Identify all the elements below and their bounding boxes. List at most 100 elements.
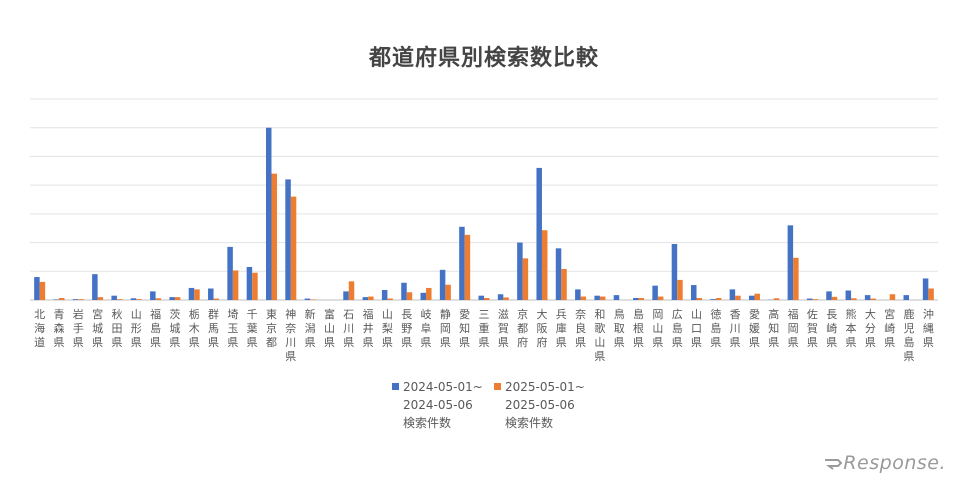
x-tick-label: 新潟県 <box>305 307 316 349</box>
x-tick-label: 東京都 <box>266 308 277 349</box>
bar-2024-3 <box>92 274 98 300</box>
x-tick-label: 鹿児島県 <box>904 307 915 363</box>
bar-2025-44 <box>889 294 896 300</box>
bar-2024-0 <box>34 277 40 300</box>
bar-2025-21 <box>445 284 451 300</box>
x-tick-label: 大阪府 <box>536 307 547 349</box>
bar-2024-2 <box>72 299 79 300</box>
bar-2024-17 <box>362 297 369 300</box>
bar-2024-43 <box>864 295 871 300</box>
x-tick-label: 福島県 <box>150 307 161 349</box>
legend-entry-2024: 2024-05-01~ 2024-05-06 検索件数 <box>392 378 483 432</box>
x-tick-label: 栃木県 <box>189 307 200 349</box>
bar-2025-40 <box>812 299 818 300</box>
x-tick-label: 島根県 <box>633 307 644 349</box>
x-tick-label: 山口県 <box>691 308 702 349</box>
bar-2024-11 <box>246 266 253 300</box>
x-tick-label: 大分県 <box>865 307 876 349</box>
legend-swatch-2025 <box>494 383 501 390</box>
bar-2024-45 <box>903 295 910 300</box>
bar-2024-22 <box>459 226 465 300</box>
x-tick-label: 群馬県 <box>208 307 219 349</box>
x-tick-label: 青森県 <box>53 308 64 349</box>
x-tick-label: 石川県 <box>343 308 354 349</box>
bar-2024-20 <box>420 292 427 300</box>
bar-2025-0 <box>39 281 46 300</box>
bar-2024-34 <box>691 285 697 300</box>
response-logo-icon <box>825 459 843 470</box>
x-tick-label: 宮崎県 <box>884 307 895 349</box>
bar-2024-10 <box>227 246 233 300</box>
chart-title: 都道府県別検索数比較 <box>368 46 599 71</box>
x-tick-label: 宮城県 <box>92 307 103 349</box>
x-tick-label: 高知県 <box>768 307 779 349</box>
legend-label-2024-line3: 検索件数 <box>403 416 452 430</box>
x-tick-label: 奈良県 <box>575 307 586 349</box>
x-tick-label: 北海道 <box>34 308 45 349</box>
x-tick-label: 茨城県 <box>169 307 180 349</box>
bar-2025-25 <box>522 258 529 300</box>
x-tick-label: 和歌山県 <box>594 308 605 363</box>
bar-2025-46 <box>928 288 934 300</box>
bar-2024-9 <box>208 288 214 300</box>
bar-2024-30 <box>613 295 620 300</box>
bar-2024-18 <box>381 289 388 300</box>
x-tick-label: 千葉県 <box>247 308 258 349</box>
bar-2024-39 <box>787 225 794 300</box>
bar-2024-6 <box>150 291 156 300</box>
legend-label-2024-line1: 2024-05-01~ <box>403 380 483 394</box>
bar-2025-8 <box>194 289 200 300</box>
bar-2024-46 <box>922 278 929 300</box>
x-tick-label: 広島県 <box>672 308 683 349</box>
bar-2024-8 <box>188 287 195 300</box>
x-tick-label: 愛媛県 <box>749 308 760 349</box>
x-tick-label: 長野県 <box>401 308 412 349</box>
bar-2025-14 <box>310 299 316 300</box>
bar-2025-12 <box>271 173 277 300</box>
bar-2024-40 <box>806 298 813 300</box>
bar-2025-20 <box>426 287 432 300</box>
bar-2025-31 <box>638 297 645 300</box>
bar-2025-23 <box>484 297 490 300</box>
x-tick-label: 兵庫県 <box>556 308 567 349</box>
bar-2024-41 <box>826 291 832 300</box>
bar-2025-19 <box>406 292 413 300</box>
bar-2025-26 <box>541 230 548 300</box>
bar-2025-41 <box>831 296 838 300</box>
legend-entry-2025: 2025-05-01~ 2025-05-06 検索件数 <box>494 378 585 432</box>
bar-2025-7 <box>174 297 181 300</box>
bar-2025-10 <box>232 270 239 300</box>
x-tick-label: 秋田県 <box>111 307 122 349</box>
bar-2024-21 <box>439 269 446 300</box>
bar-2025-27 <box>561 268 567 300</box>
bar-2025-34 <box>696 297 703 300</box>
response-logo-text: Response. <box>843 452 946 474</box>
bar-2024-23 <box>478 295 484 300</box>
bar-2025-43 <box>870 298 876 300</box>
x-tick-label: 福井県 <box>363 307 374 349</box>
bar-2024-29 <box>594 295 600 300</box>
x-tick-label: 山梨県 <box>382 308 393 349</box>
bars <box>34 127 934 301</box>
bar-2024-35 <box>710 299 716 300</box>
x-tick-label: 富山県 <box>324 307 335 349</box>
bar-2025-39 <box>793 257 799 300</box>
bar-2024-36 <box>729 289 736 300</box>
bar-2025-4 <box>116 299 123 300</box>
x-tick-label: 京都府 <box>517 307 528 349</box>
bar-2025-11 <box>252 272 258 300</box>
x-tick-label: 岩手県 <box>73 307 84 349</box>
bar-2024-13 <box>285 179 291 300</box>
x-tick-label: 滋賀県 <box>498 308 509 349</box>
bar-2024-1 <box>53 299 59 300</box>
bar-2025-13 <box>290 196 297 300</box>
bar-2024-27 <box>555 248 562 300</box>
bar-2025-3 <box>97 297 104 300</box>
bar-2024-24 <box>497 294 504 300</box>
bar-2025-33 <box>677 279 683 300</box>
bar-2025-28 <box>580 296 587 300</box>
x-tick-labels: 北海道青森県岩手県宮城県秋田県山形県福島県茨城県栃木県群馬県埼玉県千葉県東京都神… <box>34 307 934 363</box>
x-tick-label: 徳島県 <box>710 308 721 349</box>
bar-2025-6 <box>155 298 162 300</box>
